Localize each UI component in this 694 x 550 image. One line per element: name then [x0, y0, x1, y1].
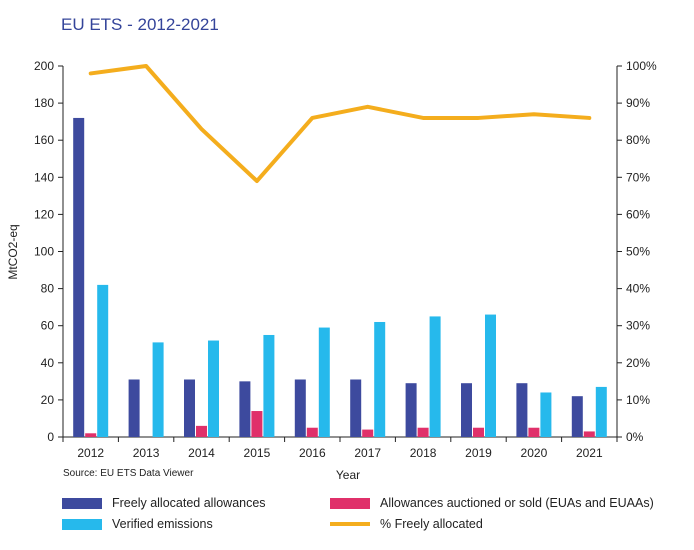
bar — [318, 327, 330, 437]
bar — [485, 314, 496, 437]
y2-tick-label: 50% — [626, 245, 650, 259]
legend-swatch — [62, 497, 102, 509]
legend-label: Freely allocated allowances — [112, 496, 266, 510]
y-tick-label: 60 — [41, 319, 55, 333]
bar — [97, 284, 109, 437]
y2-tick-label: 10% — [626, 393, 650, 407]
legend-label: Allowances auctioned or sold (EUAs and E… — [380, 496, 654, 510]
y2-tick-label: 20% — [626, 356, 650, 370]
bar — [405, 383, 417, 437]
bar — [196, 425, 207, 437]
bar — [595, 386, 607, 437]
legend-swatch — [62, 518, 102, 530]
bar — [85, 433, 97, 437]
bar — [362, 429, 374, 437]
y2-tick-label: 30% — [626, 319, 650, 333]
legend-swatch — [330, 497, 370, 509]
legend-item-freely-allocated: Freely allocated allowances — [62, 496, 266, 510]
x-tick-label: 2020 — [521, 446, 548, 460]
bars — [73, 117, 607, 437]
source-note: Source: EU ETS Data Viewer — [63, 468, 194, 479]
bar — [528, 427, 540, 437]
x-tick-label: 2019 — [465, 446, 492, 460]
bar — [571, 396, 583, 437]
chart-title: EU ETS - 2012-2021 — [61, 15, 219, 34]
bar — [306, 427, 318, 437]
legend-item-percent-freely-allocated: % Freely allocated — [330, 517, 483, 531]
bar — [263, 334, 275, 437]
bar — [239, 381, 251, 437]
x-tick-label: 2016 — [299, 446, 326, 460]
y-tick-label: 20 — [41, 393, 55, 407]
y-tick-label: 100 — [34, 245, 54, 259]
y2-tick-label: 40% — [626, 282, 650, 296]
y-tick-label: 200 — [34, 59, 54, 73]
bar — [73, 117, 85, 437]
y-tick-label: 80 — [41, 282, 55, 296]
y2-tick-label: 100% — [626, 59, 657, 73]
y-tick-label: 160 — [34, 133, 54, 147]
legend-label: % Freely allocated — [380, 517, 483, 531]
legend: Freely allocated allowances Allowances a… — [62, 496, 682, 536]
bar — [350, 379, 362, 437]
axes: 0 20 40 60 80 100 120 140 160 180 200 0% 10% 20% 30% 40… — [34, 59, 657, 460]
bar — [184, 379, 195, 437]
bar — [152, 342, 164, 437]
x-axis-label: Year — [336, 468, 360, 482]
bar — [583, 431, 595, 437]
y2-tick-label: 60% — [626, 207, 650, 221]
y-tick-label: 0 — [47, 430, 54, 444]
bar — [294, 379, 306, 437]
x-tick-label: 2013 — [133, 446, 160, 460]
y2-tick-label: 90% — [626, 96, 650, 110]
bar — [516, 383, 528, 437]
y-tick-label: 140 — [34, 170, 54, 184]
y-axis-label: MtCO2-eq — [6, 224, 20, 279]
x-tick-label: 2021 — [576, 446, 603, 460]
x-tick-label: 2012 — [77, 446, 104, 460]
x-tick-label: 2018 — [410, 446, 437, 460]
bar — [128, 379, 140, 437]
bar — [251, 411, 263, 437]
bar — [473, 427, 484, 437]
bar — [429, 316, 441, 437]
y-tick-label: 40 — [41, 356, 55, 370]
bar — [461, 383, 472, 437]
y-tick-label: 180 — [34, 96, 54, 110]
bar — [417, 427, 429, 437]
x-tick-label: 2014 — [188, 446, 215, 460]
y2-tick-label: 70% — [626, 170, 650, 184]
y-tick-label: 120 — [34, 207, 54, 221]
legend-label: Verified emissions — [112, 517, 213, 531]
x-tick-label: 2017 — [354, 446, 381, 460]
x-tick-label: 2015 — [244, 446, 271, 460]
legend-item-verified-emissions: Verified emissions — [62, 517, 213, 531]
bar — [540, 392, 552, 437]
y2-tick-label: 0% — [626, 430, 644, 444]
bar — [208, 340, 219, 437]
y2-tick-label: 80% — [626, 133, 650, 147]
line-series-path — [88, 64, 592, 184]
line-series — [88, 64, 592, 184]
legend-item-auctioned: Allowances auctioned or sold (EUAs and E… — [330, 496, 654, 510]
bar — [374, 321, 386, 437]
legend-swatch — [330, 522, 370, 526]
